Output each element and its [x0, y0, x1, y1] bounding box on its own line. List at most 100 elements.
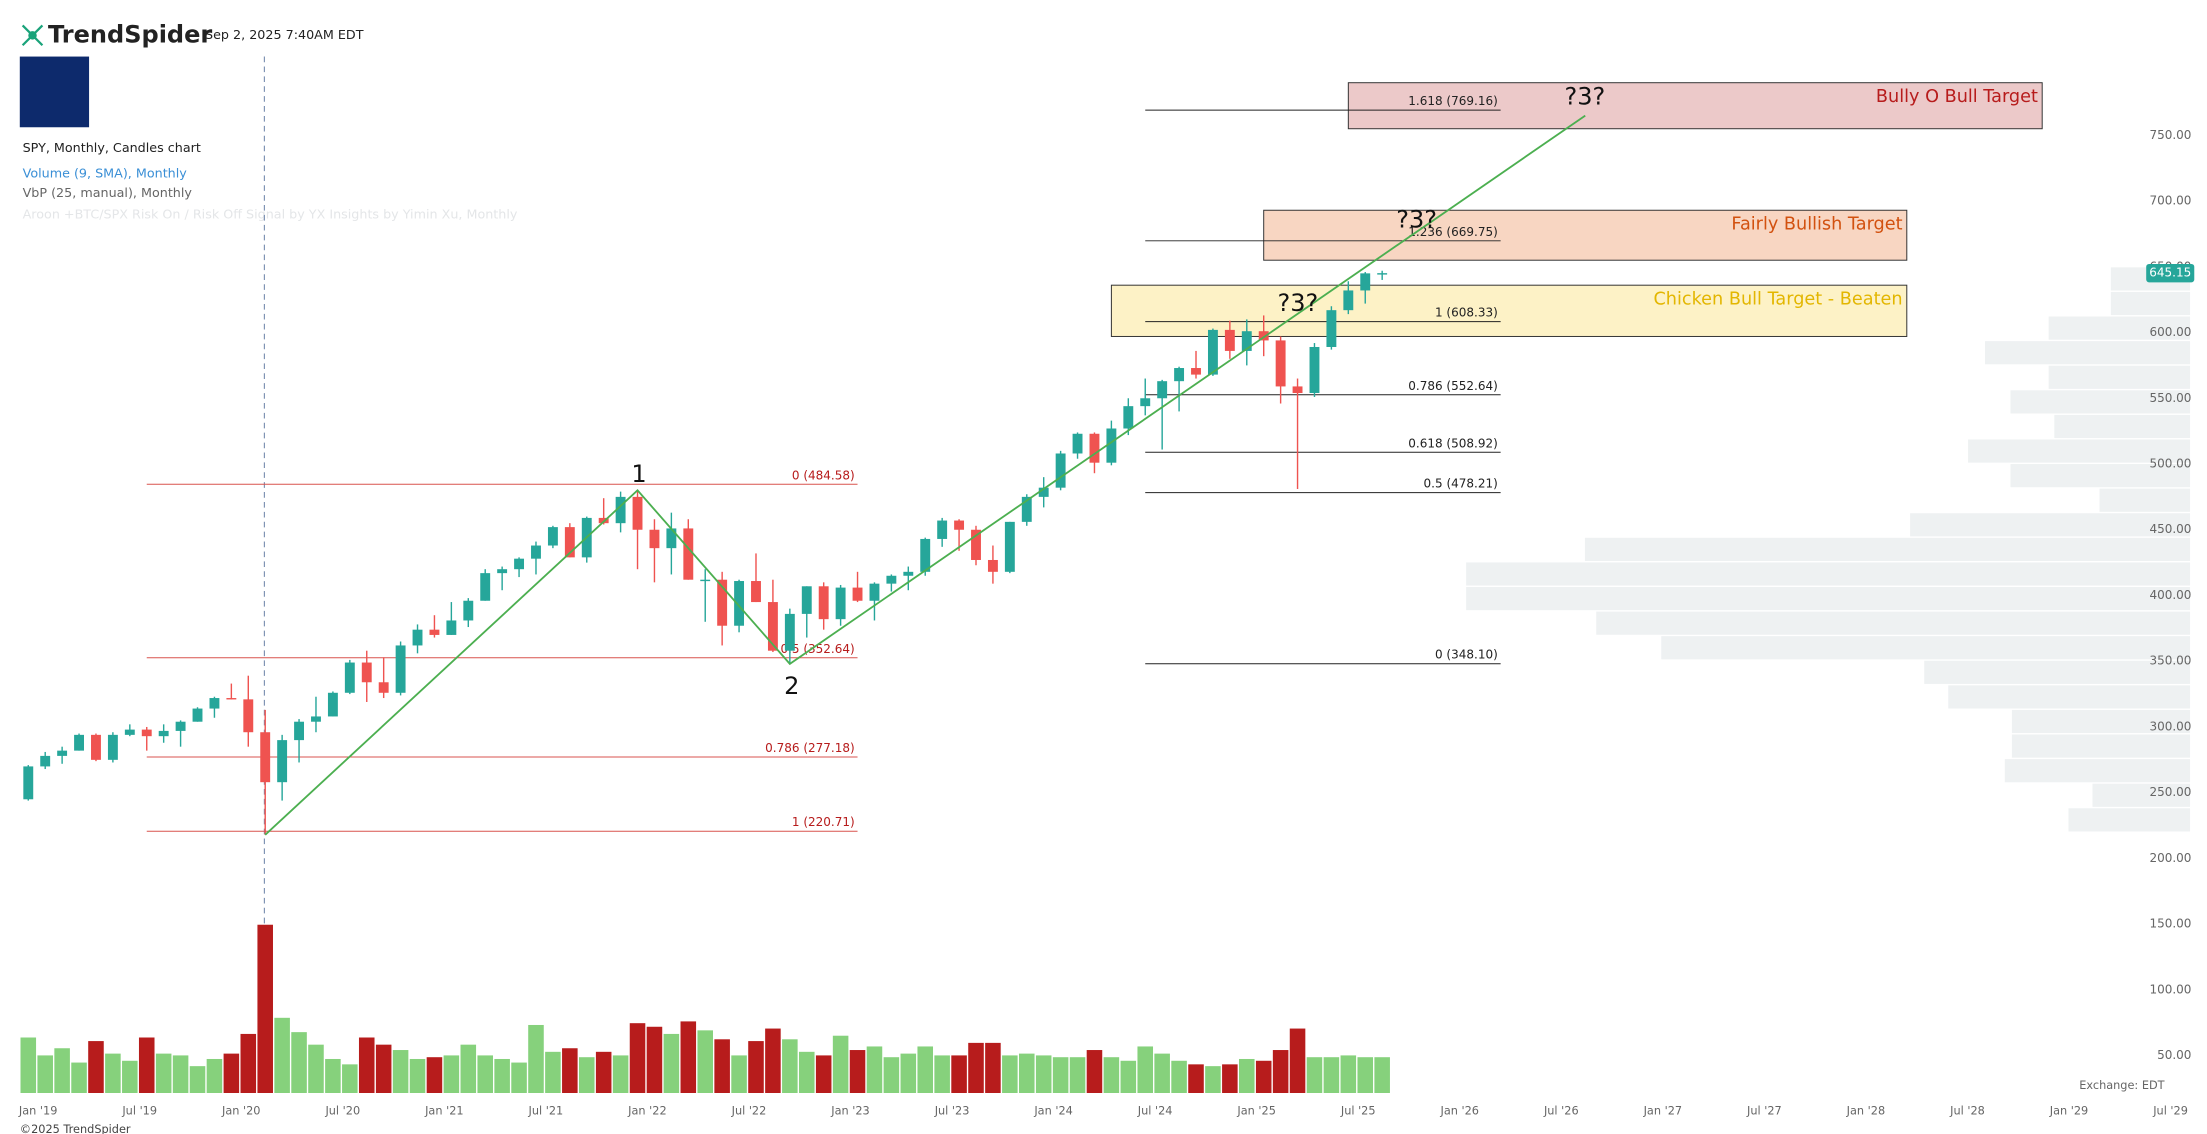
icon-dot	[28, 31, 37, 40]
profile-bar	[2011, 709, 2191, 734]
fib-label: 0.5 (352.64)	[780, 642, 854, 656]
x-tick-label: Jan '28	[1846, 1104, 1885, 1117]
candle-body	[1241, 331, 1252, 351]
profile-bar	[2010, 464, 2191, 488]
volume-bar	[105, 1053, 121, 1093]
profile-bar	[1466, 562, 2191, 586]
fib-label: 0.786 (277.18)	[765, 741, 855, 755]
profile-bar	[2092, 783, 2191, 807]
profile-bar	[1948, 685, 2191, 709]
candle-body	[260, 732, 271, 783]
candle-body	[1309, 346, 1320, 394]
profile-bar	[2110, 291, 2191, 316]
candle-body	[1157, 381, 1168, 399]
zone-label: Fairly Bullish Target	[1731, 214, 1902, 234]
timestamp: Sep 2, 2025 7:40AM EDT	[205, 27, 364, 42]
profile-bar	[1596, 611, 2191, 635]
candle-body	[547, 527, 558, 546]
volume-bar	[206, 1058, 223, 1093]
y-tick-label: 750.00	[2149, 128, 2191, 142]
x-tick-label: Jan '21	[424, 1104, 463, 1117]
volume-bar	[646, 1026, 663, 1093]
volume-bar	[680, 1021, 697, 1093]
volume-bar	[748, 1041, 764, 1093]
candle-body	[1123, 406, 1134, 429]
candle-body	[1089, 433, 1100, 463]
candle-body	[497, 569, 508, 574]
wave-label: ?3?	[1396, 206, 1437, 234]
brand-icon	[21, 24, 44, 47]
candle-body	[1360, 273, 1371, 291]
volume-bar	[1103, 1057, 1120, 1093]
volume-bar	[1340, 1055, 1357, 1093]
profile-bar	[2048, 365, 2191, 389]
y-tick-label: 400.00	[2149, 588, 2191, 602]
profile-bar	[1466, 586, 2191, 611]
volume-bar	[122, 1060, 138, 1093]
profile-bar	[2068, 808, 2191, 832]
candle-body	[937, 520, 948, 539]
volume-bar	[1002, 1055, 1018, 1093]
profile-bar	[2054, 414, 2191, 439]
volume-bar	[138, 1037, 155, 1093]
candle-body	[683, 528, 694, 580]
profile-bar	[1584, 537, 2191, 561]
volume-bar	[832, 1035, 849, 1093]
candle-body	[40, 755, 51, 767]
volume-bar	[578, 1057, 595, 1093]
volume-bar	[88, 1041, 104, 1093]
zone-label: Bully O Bull Target	[1876, 87, 2038, 107]
candle-body	[395, 645, 406, 693]
candle-body	[74, 734, 84, 751]
y-tick-label: 300.00	[2149, 719, 2191, 733]
x-tick-label: Jul '19	[121, 1104, 157, 1117]
profile-bar	[1985, 341, 2191, 365]
volume-bar	[71, 1062, 87, 1093]
candle-body	[243, 699, 254, 733]
candle-body	[412, 629, 423, 646]
volume-bar	[443, 1055, 460, 1093]
target-zone	[1347, 82, 2043, 130]
candle-body	[954, 520, 965, 530]
candle-body	[446, 620, 457, 635]
x-tick-label: Jan '24	[1033, 1104, 1072, 1117]
candle-body	[124, 729, 135, 735]
volume-bar	[1171, 1060, 1187, 1093]
x-tick-label: Jul '21	[528, 1104, 564, 1117]
candle-body	[361, 662, 372, 683]
candle-body	[852, 587, 863, 601]
y-tick-label: 200.00	[2149, 851, 2191, 865]
x-tick-label: Jul '29	[2152, 1104, 2188, 1117]
candle-body	[327, 692, 338, 717]
fib-label: 1.618 (769.16)	[1408, 94, 1498, 108]
volume-bar	[731, 1055, 747, 1093]
candle-body	[91, 734, 101, 760]
candle-body	[1292, 386, 1303, 394]
y-tick-label: 450.00	[2149, 522, 2191, 536]
volume-bar	[240, 1033, 257, 1093]
indicator: Volume (9, SMA), Monthly	[23, 165, 188, 180]
candle-body	[1377, 273, 1388, 275]
candle-body	[1174, 368, 1185, 382]
candle-body	[903, 571, 914, 576]
candle-body	[649, 529, 660, 549]
candle-body	[717, 579, 728, 626]
candle-body	[192, 708, 203, 722]
volume-bar	[849, 1050, 866, 1093]
profile-layer	[1466, 267, 2191, 832]
fib-label: 1 (608.33)	[1435, 306, 1498, 320]
candle-body	[158, 730, 169, 737]
volume-bar	[325, 1058, 341, 1093]
candle-body	[344, 662, 355, 693]
candle-body	[1326, 310, 1337, 347]
price-badge-label: 645.15	[2149, 266, 2191, 280]
target-zone	[1110, 284, 1908, 337]
volume-bar	[1086, 1050, 1103, 1093]
volume-bar	[20, 1037, 37, 1093]
candle-body	[514, 558, 525, 570]
candle-body	[463, 600, 474, 621]
volume-bar	[951, 1055, 967, 1093]
volume-bar	[274, 1017, 290, 1093]
candle-body	[632, 496, 643, 530]
